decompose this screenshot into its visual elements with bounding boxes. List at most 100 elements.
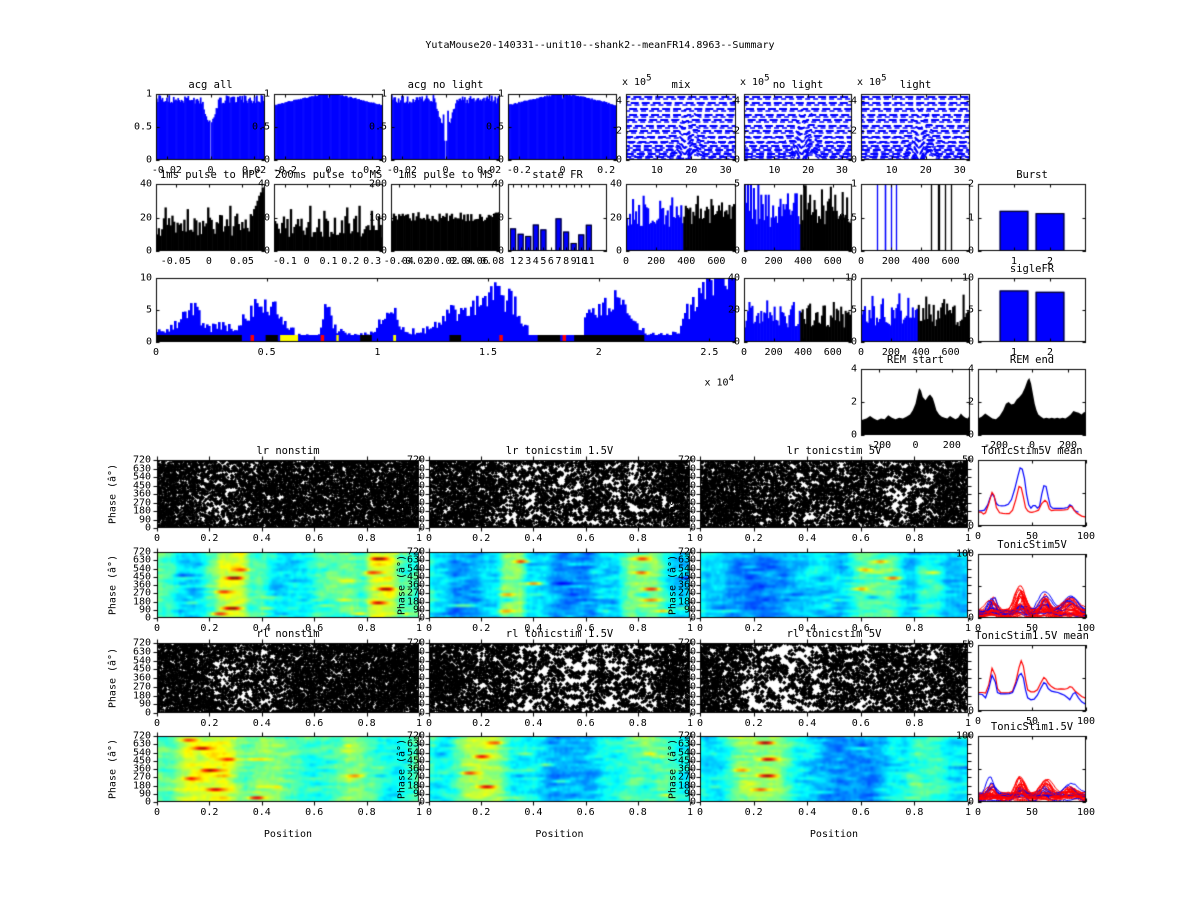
panel-title-pulse_hpc: 1ms pulse to HPC — [159, 169, 262, 181]
x-tick-label: 0.4 — [524, 623, 543, 634]
y-tick-label: 630 — [677, 738, 696, 750]
y-axis-label: Phase (â°) — [107, 463, 119, 525]
y-axis-label: Phase (â°) — [107, 738, 119, 800]
x-tick-label: -0.02 — [399, 256, 430, 267]
x-tick-label: 0.2 — [744, 718, 763, 729]
x-tick-label: 1 — [1010, 347, 1018, 358]
y-tick-label: 0 — [689, 612, 696, 624]
y-tick-label: 20 — [491, 212, 504, 223]
y-tick-label: 720 — [406, 730, 425, 742]
y-tick-label: 4 — [850, 363, 857, 375]
x-tick-label: 0 — [696, 623, 704, 634]
y-tick-label: 0 — [689, 707, 696, 719]
x-tick-label: 1 — [415, 807, 423, 818]
y-axis-exponent: x 105 — [622, 74, 652, 88]
y-tick-label: 360 — [406, 763, 425, 775]
x-tick-label: 400 — [794, 256, 813, 267]
y-tick-label: 0.5 — [133, 121, 152, 133]
x-tick-label: 200 — [881, 347, 900, 358]
y-tick-label: 4 — [850, 95, 857, 107]
x-tick-label: 0.02 — [242, 165, 267, 176]
y-tick-label: 0 — [850, 245, 857, 257]
y-tick-label: 5 — [850, 304, 857, 316]
y-tick-label: 0.5 — [251, 121, 270, 133]
y-tick-label: 0 — [615, 154, 622, 166]
phase-heatmap-h5c1 — [157, 552, 419, 619]
panel-title-ts15_all: TonicStim1.5V — [990, 721, 1074, 733]
y-tick-label: 20 — [139, 212, 152, 223]
x-tick-label: 0.8 — [357, 623, 376, 634]
x-tick-label: 0.4 — [252, 623, 271, 634]
x-tick-label: 0 — [425, 718, 433, 729]
y-tick-label: 630 — [132, 738, 151, 750]
y-tick-label: 360 — [132, 579, 151, 591]
y-tick-label: 40 — [491, 178, 504, 190]
y-tick-label: 720 — [406, 546, 425, 558]
x-tick-label: 0.8 — [357, 718, 376, 729]
y-tick-label: 0 — [418, 612, 425, 624]
x-tick-label: 1 — [374, 347, 381, 358]
x-tick-label: 0.8 — [905, 533, 924, 544]
x-tick-label: 0 — [974, 623, 982, 634]
y-tick-label: 1 — [263, 88, 270, 100]
y-tick-label: 10 — [844, 272, 857, 284]
x-tick-label: 0 — [153, 718, 161, 729]
x-tick-label: 0.2 — [744, 807, 763, 818]
y-axis-exponent: x 105 — [740, 74, 770, 88]
y-tick-label: 630 — [677, 646, 696, 658]
y-tick-label: 180 — [132, 596, 151, 607]
y-tick-label: 0 — [967, 705, 974, 717]
y-tick-label: 0 — [967, 612, 974, 624]
x-tick-label: 0.2 — [363, 165, 382, 176]
x-tick-label: -0.04 — [383, 256, 414, 267]
x-tick-label: 100 — [1076, 716, 1096, 727]
y-tick-label: 0 — [145, 336, 152, 348]
y-tick-label: 360 — [406, 488, 425, 500]
x-tick-label: 2 — [595, 347, 602, 358]
y-tick-label: 0 — [689, 522, 696, 534]
y-tick-label: 90 — [138, 604, 151, 616]
x-tick-label: 0.2 — [472, 718, 491, 729]
x-tick-label: 200 — [764, 347, 783, 358]
y-tick-label: 20 — [257, 212, 270, 223]
y-tick-label: 50 — [961, 639, 974, 651]
y-tick-label: 0 — [418, 796, 425, 808]
x-tick-label: 0.8 — [905, 807, 924, 818]
y-tick-label: 2 — [733, 125, 740, 137]
x-tick-label: 0 — [559, 165, 566, 176]
x-tick-label: 0.2 — [200, 718, 219, 729]
x-tick-label: 200 — [647, 256, 666, 267]
y-tick-label: 180 — [132, 780, 151, 791]
rem-end — [978, 369, 1086, 436]
x-tick-label: 0 — [425, 533, 433, 544]
y-tick-label: 90 — [138, 788, 151, 800]
panel-title-wf_nolight: no light — [772, 79, 824, 91]
x-tick-label: 0.4 — [524, 807, 543, 818]
y-tick-label: 0 — [967, 245, 974, 257]
firing-rate-timeline — [156, 278, 736, 342]
x-tick-label: 0.2 — [472, 623, 491, 634]
y-tick-label: 180 — [677, 780, 696, 791]
y-tick-label: 0 — [145, 245, 152, 257]
y-tick-label: 0 — [263, 154, 270, 166]
y-tick-label: 720 — [406, 637, 425, 649]
x-tick-label: 1.5 — [479, 347, 498, 358]
psth-1ms-pulse-to-ms — [391, 184, 500, 251]
y-tick-label: 720 — [677, 730, 696, 742]
y-tick-label: 90 — [683, 788, 696, 800]
panel-title-r4c1: lr nonstim — [256, 445, 320, 457]
panel-title-rem_start: REM start — [887, 354, 944, 366]
y-tick-label: 0 — [145, 154, 152, 166]
y-tick-label: 4 — [615, 95, 622, 107]
panel-title-ts5_mean: TonicStim5V mean — [981, 445, 1083, 457]
x-tick-label: -200 — [983, 440, 1009, 451]
y-tick-label: 90 — [683, 698, 696, 710]
y-tick-label: 270 — [677, 681, 696, 693]
panel-title-ts15_mean: TonicStim1.5V mean — [975, 630, 1089, 642]
y-tick-label: 0 — [850, 154, 857, 166]
x-tick-label: 30 — [719, 165, 732, 176]
x-tick-label: 10 — [650, 165, 663, 176]
y-tick-label: 450 — [677, 480, 696, 491]
y-tick-label: 540 — [406, 655, 425, 666]
